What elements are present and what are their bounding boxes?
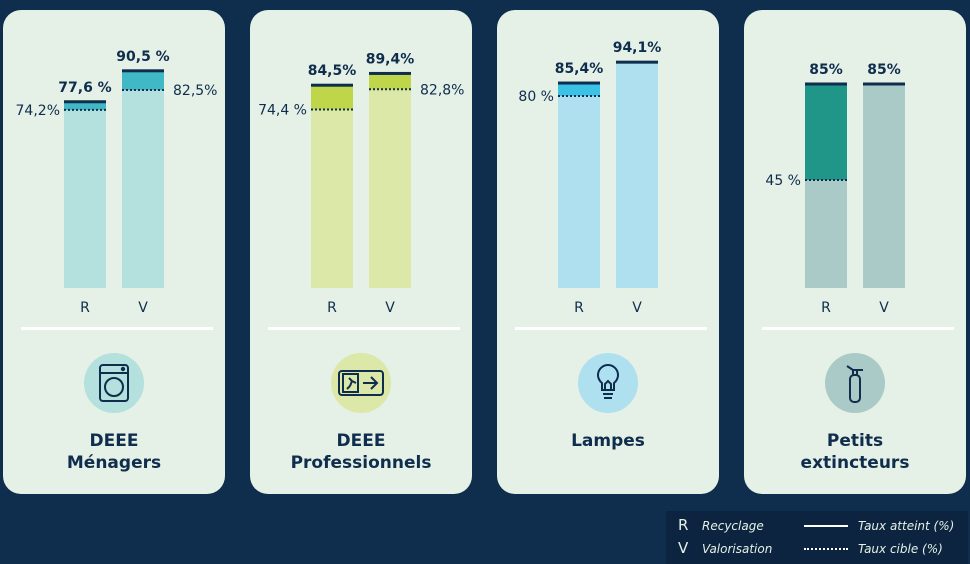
bar-chart: 80 %85,4% R 94,1% V	[518, 40, 662, 316]
bar-chart: 45 % 85% R 85% V	[765, 62, 905, 316]
target-label-r: 45 %	[765, 173, 801, 189]
chart-title: Lampes	[497, 430, 719, 452]
chart-title-line: Professionnels	[290, 453, 432, 473]
legend: R Recyclage V Valorisation Taux atteint …	[666, 511, 968, 564]
bar-v	[863, 84, 905, 288]
bar-chart: 74,4 % 84,5% R 82,8% 89,4% V	[258, 51, 464, 316]
bar-excess-r	[311, 85, 353, 110]
light-bulb-icon	[597, 363, 619, 399]
card-petits-extincteurs: 45 % 85% R 85% V Petits extincteurs	[744, 10, 966, 494]
legend-label-taux-cible: Taux cible (%)	[858, 542, 943, 556]
legend-key-v: V	[678, 539, 689, 557]
divider	[515, 327, 707, 330]
achieved-line-r	[64, 100, 106, 104]
bar-excess-r	[805, 84, 847, 180]
icon-badge	[825, 353, 885, 413]
category-label-r: R	[80, 300, 90, 316]
legend-label-valorisation: Valorisation	[702, 542, 773, 556]
value-label-v: 90,5 %	[116, 49, 169, 65]
icon-badge	[84, 353, 144, 413]
legend-label-recyclage: Recyclage	[702, 519, 764, 533]
chart-title: Petits extincteurs	[744, 430, 966, 474]
bar-chart: 74,2% 77,6 % R 82,5% 90,5 % V	[16, 49, 218, 316]
value-label-r: 85,4%	[555, 61, 604, 77]
value-label-r: 84,5%	[308, 63, 357, 79]
emergency-exit-sign-icon	[338, 370, 384, 396]
achieved-line-v	[122, 69, 164, 73]
value-label-v: 94,1%	[613, 40, 662, 56]
category-label-r: R	[821, 300, 831, 316]
divider	[268, 327, 460, 330]
legend-solid-line	[804, 525, 848, 527]
bar-r	[64, 101, 106, 288]
bar-r	[311, 85, 353, 288]
bar-r	[558, 83, 600, 288]
bar-excess-v	[122, 70, 164, 90]
divider	[21, 327, 213, 330]
target-label-v: 82,8%	[420, 82, 464, 98]
card-deee-professionnels: 74,4 % 84,5% R 82,8% 89,4% V DEEE Professionnel…	[250, 10, 472, 494]
value-label-v: 89,4%	[366, 51, 415, 67]
card-lampes: 80 % 85,4% R 94,1% V Lampes	[497, 10, 719, 494]
value-label-v: 85%	[867, 62, 901, 78]
chart-title-line: extincteurs	[800, 453, 910, 473]
bar-v	[122, 70, 164, 288]
card-deee-menagers: 74,2% 77,6 % R 82,5% 90,5 % V DEEE Ménagers	[3, 10, 225, 494]
achieved-line-v	[369, 71, 411, 75]
category-label-r: R	[327, 300, 337, 316]
chart-title: DEEE Ménagers	[3, 430, 225, 474]
category-label-v: V	[385, 300, 395, 316]
bar-v	[369, 73, 411, 288]
chart-title-line: DEEE	[336, 431, 386, 451]
legend-dotted-line	[804, 548, 848, 550]
category-label-v: V	[632, 300, 642, 316]
icon-badge	[331, 353, 391, 413]
chart-title-line: Ménagers	[66, 453, 162, 473]
divider	[762, 327, 954, 330]
category-label-v: V	[879, 300, 889, 316]
value-label-r: 77,6 %	[58, 80, 111, 96]
achieved-line-r	[311, 83, 353, 87]
bar-excess-r	[64, 101, 106, 110]
category-label-v: V	[138, 300, 148, 316]
value-label-r: 85%	[809, 62, 843, 78]
washing-machine-icon	[99, 364, 129, 402]
achieved-line-v	[616, 60, 658, 64]
achieved-line-v	[863, 82, 905, 86]
legend-key-r: R	[678, 516, 689, 534]
target-label-r: 74,2%	[16, 103, 60, 119]
target-label-v: 82,5%	[173, 83, 217, 99]
target-label-r: 74,4 %	[258, 102, 307, 118]
chart-title-line: DEEE	[89, 431, 139, 451]
chart-title: DEEE Professionnels	[250, 430, 472, 474]
bar-excess-r	[558, 83, 600, 96]
fire-extinguisher-icon	[846, 365, 863, 403]
icon-badge	[578, 353, 638, 413]
target-label-r: 80 %	[518, 89, 554, 105]
chart-title-line: Petits	[826, 431, 884, 451]
achieved-line-r	[558, 81, 600, 85]
chart-title-line: Lampes	[571, 431, 645, 451]
achieved-line-r	[805, 82, 847, 86]
legend-label-taux-atteint: Taux atteint (%)	[858, 519, 955, 533]
bar-excess-v	[369, 73, 411, 90]
bar-v	[616, 62, 658, 288]
category-label-r: R	[574, 300, 584, 316]
